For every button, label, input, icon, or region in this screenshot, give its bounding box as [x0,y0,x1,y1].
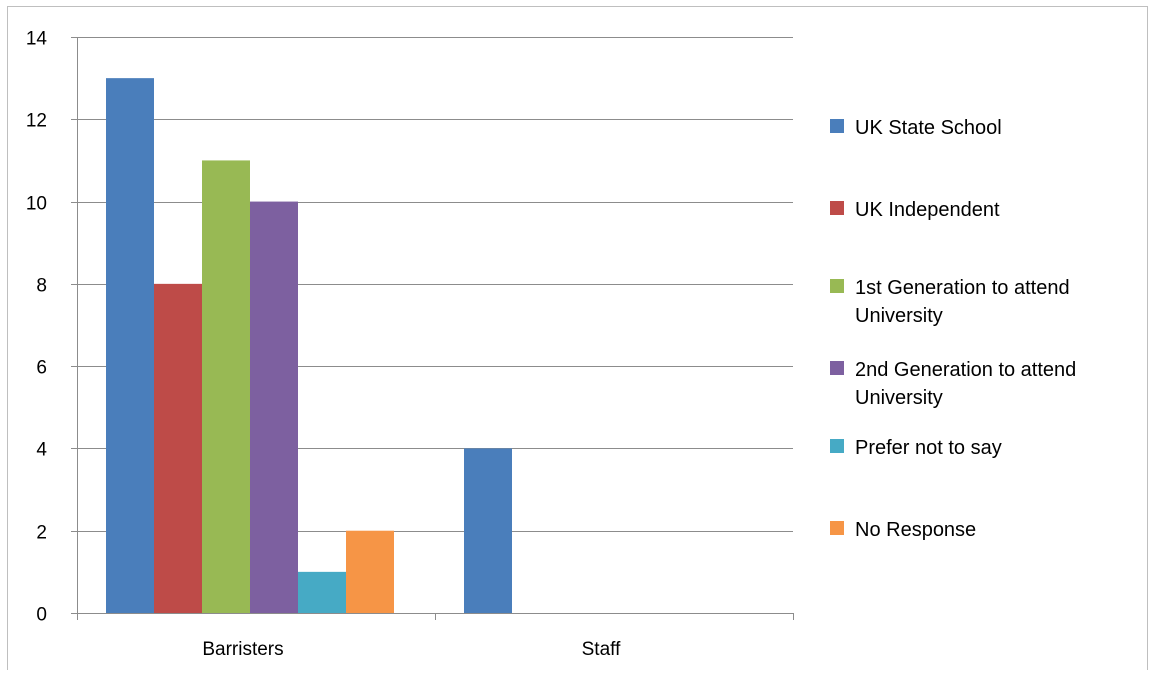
legend: UK State School UK Independent 1st Generat… [830,0,1150,673]
legend-label: 1st Generation to attend University [855,277,1070,327]
legend-label: Prefer not to say [855,437,1002,459]
bar [154,283,202,613]
legend-item: No Response [830,516,1125,544]
legend-swatch [830,201,844,215]
legend-swatch [830,279,844,293]
legend-item: UK Independent [830,196,1125,224]
legend-item: 1st Generation to attend University [830,274,1125,330]
bar [202,160,250,613]
y-tick-label: 4 [36,440,47,461]
chart-frame [7,6,1148,670]
y-tick-label: 6 [36,358,47,379]
legend-swatch [830,119,844,133]
legend-swatch [830,439,844,453]
legend-label: 2nd Generation to attend University [855,359,1077,409]
y-tick-label: 10 [26,194,47,215]
y-tick-label: 8 [36,276,47,297]
y-tick-label: 14 [26,29,48,50]
legend-item: 2nd Generation to attend University [830,356,1125,412]
bar [250,201,298,614]
bar [298,571,346,613]
legend-item: UK State School [830,114,1125,142]
x-category-label: Barristers [202,639,283,660]
axes [71,37,794,620]
legend-swatch [830,361,844,375]
x-category-label: Staff [582,639,621,660]
legend-swatch [830,521,844,535]
legend-item: Prefer not to say [830,434,1125,462]
y-tick-label: 12 [26,111,47,132]
bars [106,78,512,614]
legend-label: UK State School [855,117,1002,139]
bar [464,448,512,613]
legend-label: UK Independent [855,199,1000,221]
bar [346,530,394,613]
y-tick-label: 2 [36,523,47,544]
bar [106,78,154,613]
y-tick-label: 0 [36,605,47,626]
axis-labels: 0 2 4 6 8 10 12 14 Barristers Staff [26,29,621,661]
legend-label: No Response [855,519,977,541]
